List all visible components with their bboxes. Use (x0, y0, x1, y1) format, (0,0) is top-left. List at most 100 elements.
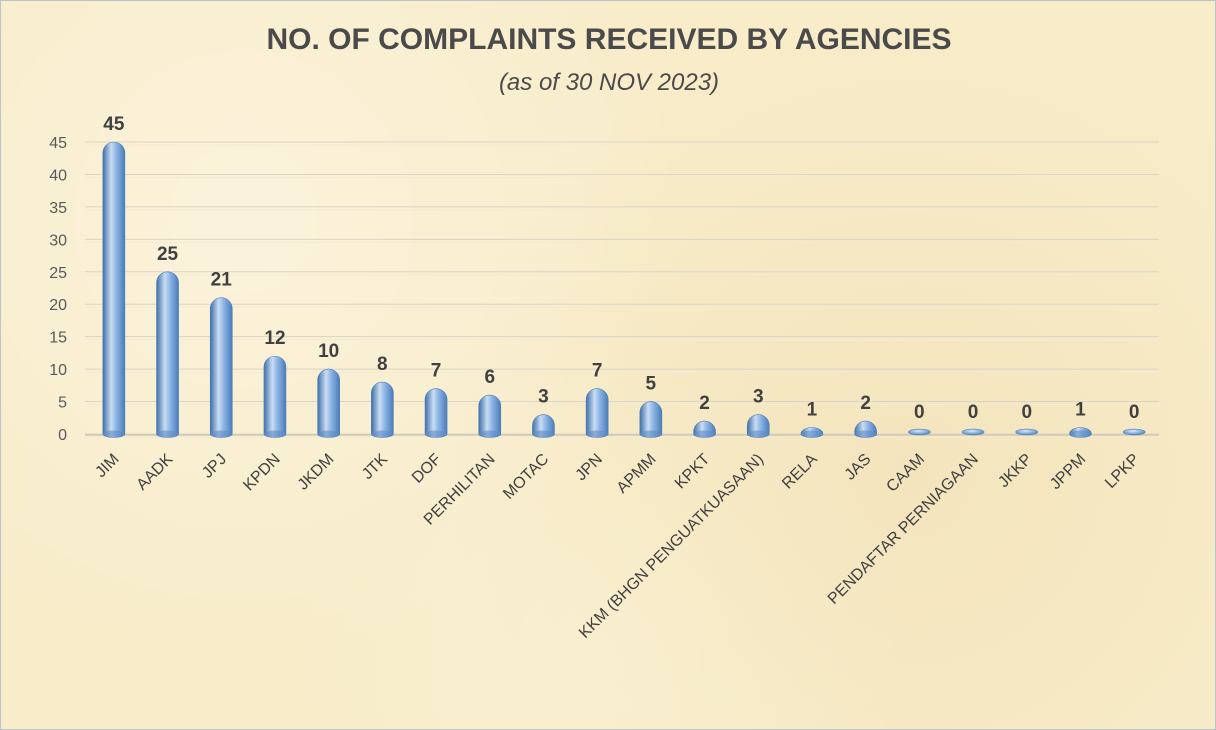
category-label: JPPM (1047, 451, 1089, 493)
bar (639, 401, 663, 438)
bar-base (639, 430, 662, 438)
category-label: RELA (779, 451, 821, 493)
category-label: KPDN (240, 451, 283, 494)
bar (746, 414, 770, 438)
bar-body (371, 381, 394, 438)
bar-base (317, 430, 340, 438)
bar-body (585, 388, 609, 438)
data-label: 0 (914, 402, 925, 423)
bar (424, 388, 448, 438)
y-tick-label: 5 (58, 395, 67, 412)
bar (908, 428, 931, 436)
bars (102, 141, 1146, 438)
bar-body (424, 388, 448, 438)
data-label: 25 (157, 244, 179, 265)
bar-body (961, 428, 985, 436)
data-label: 12 (264, 328, 285, 349)
bar (1122, 428, 1146, 436)
data-label: 0 (1129, 402, 1140, 423)
data-label: 2 (699, 393, 710, 414)
category-label: DOF (409, 451, 445, 487)
category-label: JPN (573, 451, 606, 484)
category-label: KPKT (672, 451, 714, 493)
y-tick-label: 30 (49, 232, 67, 249)
bar-base (102, 430, 125, 438)
category-label: MOTAC (500, 451, 552, 503)
category-label: JKDM (295, 451, 338, 494)
y-tick-label: 45 (49, 135, 67, 152)
category-label: JAS (842, 451, 875, 484)
y-tick-label: 0 (58, 427, 67, 444)
bar-base (747, 430, 770, 438)
bar-body (908, 428, 931, 436)
bar-base (1069, 430, 1092, 438)
data-label: 1 (807, 400, 818, 421)
bar-base (210, 430, 233, 438)
bar-body (317, 368, 340, 438)
bar (478, 394, 502, 438)
y-tick-label: 10 (49, 362, 67, 379)
y-tick-label: 20 (49, 297, 67, 314)
bar-base (854, 430, 877, 438)
data-label: 1 (1075, 400, 1086, 421)
data-label: 3 (753, 387, 764, 408)
gridlines (85, 141, 1159, 438)
data-label: 5 (646, 374, 657, 395)
category-label: JKKP (995, 451, 1035, 491)
bar (585, 388, 609, 438)
data-label: 2 (860, 393, 871, 414)
bar-body (1122, 428, 1146, 436)
bar (961, 428, 985, 436)
bar (854, 420, 877, 438)
data-label: 7 (431, 361, 442, 382)
bar (209, 297, 233, 438)
data-label: 6 (484, 367, 495, 388)
category-label: JTK (359, 451, 391, 483)
bar (532, 414, 555, 438)
bar-body (263, 355, 287, 438)
y-axis-ticks: 0 5 10 15 20 25 30 35 40 45 (49, 135, 67, 444)
bar (693, 420, 716, 438)
bar (263, 355, 287, 438)
bar (156, 271, 179, 438)
data-label: 0 (968, 402, 979, 423)
bar-body (102, 141, 126, 438)
bar-base (800, 430, 823, 438)
y-tick-label: 35 (49, 200, 67, 217)
bar-base (478, 430, 501, 438)
chart-title: NO. OF COMPLAINTS RECEIVED BY AGENCIES (266, 23, 952, 56)
bar-body (209, 297, 233, 438)
chart-subtitle: (as of 30 NOV 2023) (498, 69, 720, 96)
y-tick-label: 40 (49, 167, 67, 184)
bar (1069, 427, 1092, 438)
bar-base (263, 430, 286, 438)
data-label: 21 (211, 270, 233, 291)
bar-base (371, 430, 394, 438)
bar-base (532, 430, 555, 438)
data-label: 8 (377, 354, 388, 375)
bar-body (1015, 428, 1039, 436)
bar (371, 381, 394, 438)
bar-base (586, 430, 609, 438)
data-label: 3 (538, 387, 549, 408)
y-tick-label: 15 (49, 330, 67, 347)
bar (317, 368, 340, 438)
data-label: 7 (592, 361, 603, 382)
data-label: 10 (318, 341, 339, 362)
bar (1015, 428, 1039, 436)
bar (102, 141, 126, 438)
category-label: APMM (614, 451, 660, 497)
bar (800, 427, 824, 438)
y-tick-label: 25 (49, 265, 67, 282)
data-label: 0 (1021, 402, 1032, 423)
bar-base (693, 430, 716, 438)
bar-body (156, 271, 179, 438)
category-label: AADK (134, 451, 177, 494)
category-label: CAAM (883, 451, 928, 496)
bar-base (425, 430, 448, 438)
category-label: JPJ (199, 451, 230, 482)
